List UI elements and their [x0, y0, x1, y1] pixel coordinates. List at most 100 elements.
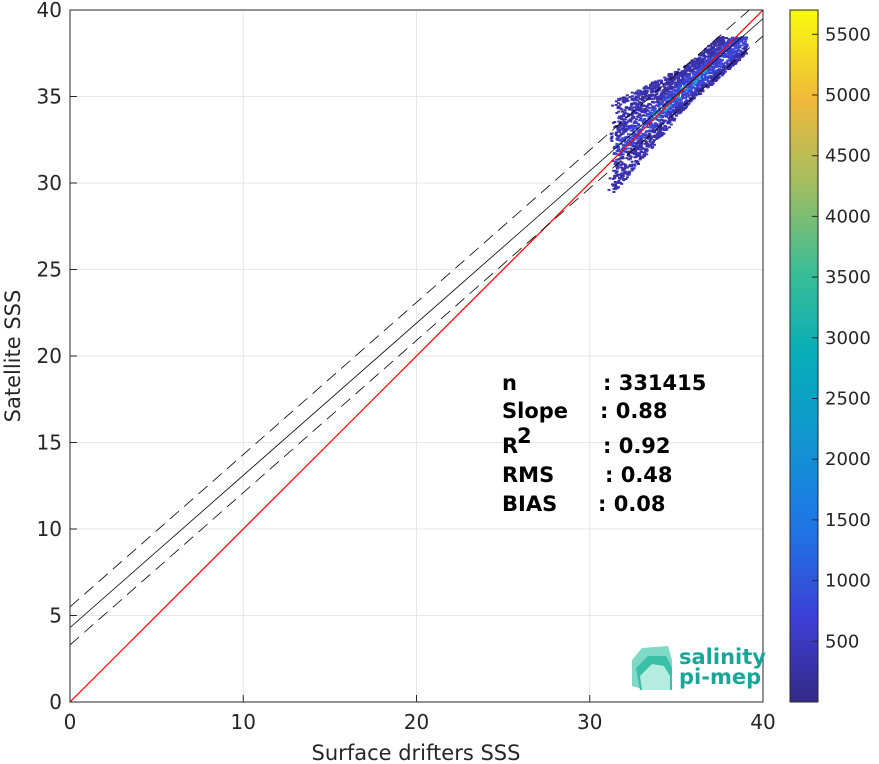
- density-cell: [699, 59, 702, 62]
- density-cell: [647, 95, 651, 98]
- density-cell: [673, 93, 676, 96]
- density-cell: [718, 42, 722, 45]
- density-cell: [620, 150, 624, 153]
- density-cell: [634, 121, 638, 124]
- logo-text-salinity: salinity: [679, 645, 766, 669]
- density-cell: [634, 118, 638, 121]
- density-cell: [726, 66, 730, 69]
- density-cell-high: [672, 100, 675, 103]
- density-cell: [652, 135, 656, 138]
- density-cell: [735, 61, 738, 64]
- density-cell: [725, 61, 729, 64]
- density-cell: [674, 72, 677, 75]
- density-cell: [670, 116, 674, 119]
- density-cell: [741, 41, 745, 44]
- density-cell: [646, 87, 650, 90]
- density-cell: [697, 93, 701, 95]
- density-cell: [634, 151, 637, 154]
- density-cell: [655, 137, 659, 140]
- density-cell: [693, 67, 697, 70]
- density-cell-high: [680, 87, 684, 90]
- density-cell: [683, 81, 686, 84]
- density-cell: [664, 127, 668, 130]
- density-cell: [698, 62, 702, 65]
- density-cell: [619, 115, 623, 118]
- density-cell: [634, 136, 638, 139]
- density-cell: [663, 90, 667, 93]
- density-cell: [722, 67, 726, 69]
- density-cell: [707, 48, 711, 51]
- density-cell: [691, 71, 695, 74]
- density-cell-high: [698, 76, 702, 79]
- density-cell: [634, 91, 638, 94]
- density-cell: [721, 36, 725, 38]
- density-cell: [696, 82, 700, 85]
- density-cell: [686, 69, 690, 72]
- density-cell: [678, 104, 682, 107]
- density-cell: [708, 64, 712, 67]
- density-cell: [712, 70, 716, 73]
- y-tick-label: 0: [49, 690, 62, 714]
- density-cell: [624, 140, 628, 143]
- density-cell: [710, 75, 714, 78]
- density-cell: [648, 86, 652, 89]
- density-cell: [613, 175, 617, 177]
- density-cell: [630, 116, 634, 119]
- density-cell: [642, 97, 646, 100]
- density-cell: [670, 86, 674, 88]
- density-cell: [628, 140, 632, 143]
- density-cell: [650, 87, 654, 90]
- density-cell: [657, 79, 661, 82]
- density-cell: [719, 36, 723, 39]
- density-cell: [720, 65, 723, 68]
- density-cell: [627, 133, 630, 136]
- density-cell: [731, 39, 736, 43]
- density-cell: [701, 84, 704, 87]
- density-cell: [645, 109, 648, 112]
- density-cell: [660, 97, 664, 100]
- density-cell-high: [694, 81, 697, 84]
- density-cell: [640, 142, 644, 145]
- density-cell: [629, 142, 633, 144]
- density-cell: [712, 66, 716, 69]
- density-cell: [626, 142, 629, 145]
- density-cell: [650, 83, 654, 86]
- density-cell: [685, 67, 689, 70]
- density-cell: [683, 101, 687, 103]
- density-cell: [661, 132, 665, 134]
- density-cell: [649, 85, 653, 87]
- density-cell: [672, 119, 676, 122]
- density-cell: [630, 124, 634, 127]
- density-cell: [625, 151, 629, 154]
- density-cell: [641, 125, 645, 128]
- density-cell: [618, 139, 622, 142]
- density-cell: [621, 157, 625, 160]
- density-cell-high: [695, 79, 699, 82]
- density-cell: [741, 51, 745, 54]
- density-cell: [679, 98, 683, 101]
- density-cell: [650, 130, 654, 133]
- density-cell: [634, 149, 638, 152]
- density-cell: [645, 153, 649, 156]
- density-cell: [663, 129, 666, 131]
- density-cell: [628, 164, 632, 167]
- density-cell: [608, 177, 612, 180]
- density-cell: [718, 38, 722, 41]
- density-cell: [648, 140, 652, 143]
- density-cell-high: [658, 112, 662, 115]
- density-cell: [653, 87, 657, 90]
- density-cell: [704, 60, 708, 63]
- density-cell: [629, 118, 633, 121]
- density-cell: [665, 109, 669, 112]
- density-cell: [696, 85, 700, 88]
- density-cell: [738, 39, 741, 42]
- density-cell: [621, 153, 625, 156]
- density-cell: [642, 90, 646, 93]
- density-cell: [642, 99, 646, 102]
- density-cell: [648, 115, 652, 118]
- density-cell: [734, 45, 738, 48]
- density-cell: [668, 107, 672, 110]
- density-cell: [638, 158, 642, 161]
- density-cell: [692, 63, 696, 66]
- density-cell: [736, 46, 739, 49]
